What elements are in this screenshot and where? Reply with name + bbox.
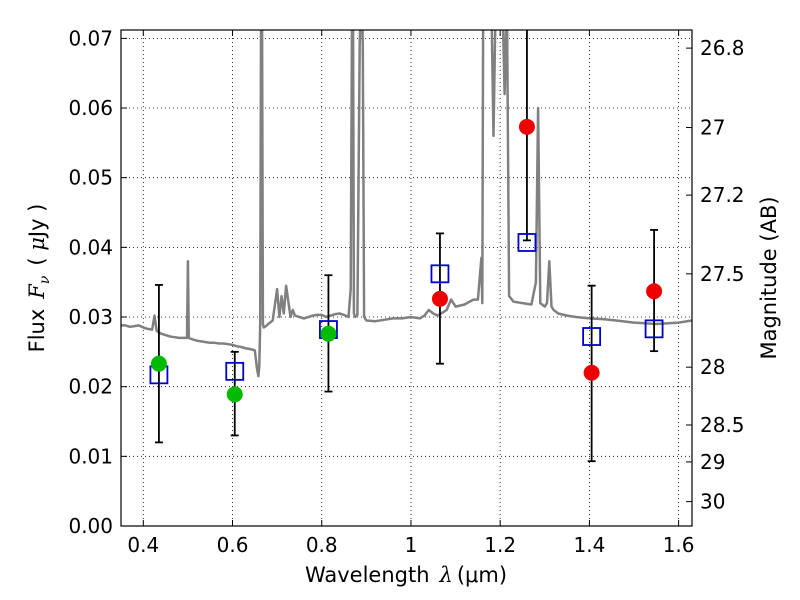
y-tick-label: 0.01 bbox=[68, 444, 113, 468]
magnitude-tick-label: 29 bbox=[700, 450, 725, 474]
x-tick-label: 0.6 bbox=[217, 533, 249, 557]
observed-point bbox=[518, 118, 535, 135]
observed-point bbox=[431, 290, 448, 307]
magnitude-tick-label: 27.5 bbox=[700, 262, 745, 286]
y-tick-label: 0.05 bbox=[68, 166, 113, 190]
y-tick-label: 0.03 bbox=[68, 305, 113, 329]
x-tick-label: 0.4 bbox=[127, 533, 159, 557]
x-tick-label: 0.8 bbox=[306, 533, 338, 557]
error-bars bbox=[154, 30, 659, 463]
magnitude-tick-label: 28.5 bbox=[700, 413, 745, 437]
y-axis-ticks: 0.00 0.01 0.02 0.03 0.04 0.05 0.06 0.07 bbox=[68, 26, 127, 538]
y-axis-label: FluxFν( μJy ) bbox=[25, 204, 53, 353]
model-band-square bbox=[517, 233, 537, 252]
x-tick-label: 1.6 bbox=[663, 533, 695, 557]
model-band-square bbox=[225, 361, 245, 381]
y-tick-label: 0.02 bbox=[68, 375, 113, 399]
magnitude-tick-label: 27 bbox=[700, 116, 725, 140]
observed-points bbox=[150, 118, 663, 403]
model-band-square bbox=[644, 319, 664, 339]
observed-point bbox=[646, 283, 663, 300]
y-tick-label: 0.07 bbox=[68, 26, 113, 50]
x-tick-label: 1.2 bbox=[484, 533, 516, 557]
grid bbox=[121, 30, 692, 527]
magnitude-tick-label: 28 bbox=[700, 355, 725, 379]
model-spectrum-line bbox=[121, 30, 692, 378]
observed-point bbox=[583, 364, 600, 381]
y-tick-label: 0.04 bbox=[68, 235, 113, 259]
model-band-square bbox=[582, 327, 602, 346]
model-band-square bbox=[430, 264, 450, 284]
magnitude-axis-label: Magnitude (AB) bbox=[757, 196, 781, 359]
error-bar bbox=[522, 30, 531, 242]
observed-point bbox=[226, 386, 243, 403]
observed-point bbox=[150, 355, 167, 372]
magnitude-tick-label: 27.2 bbox=[700, 183, 745, 207]
y-tick-label: 0.00 bbox=[68, 514, 113, 538]
x-axis-label: Wavelength λ (μm) bbox=[305, 563, 507, 587]
observed-point bbox=[320, 325, 337, 342]
x-tick-label: 1.4 bbox=[573, 533, 605, 557]
plot-frame bbox=[120, 29, 693, 527]
magnitude-tick-label: 30 bbox=[700, 490, 725, 514]
x-tick-label: 1 bbox=[405, 533, 418, 557]
magnitude-tick-label: 26.8 bbox=[700, 36, 745, 60]
magnitude-axis-ticks: 26.8 27 27.2 27.5 28 28.5 29 30 bbox=[686, 36, 745, 514]
model-band-squares bbox=[149, 233, 664, 385]
y-tick-label: 0.06 bbox=[68, 96, 113, 120]
x-axis-ticks: 0.4 0.6 0.8 1 1.2 1.4 1.6 bbox=[127, 30, 695, 557]
